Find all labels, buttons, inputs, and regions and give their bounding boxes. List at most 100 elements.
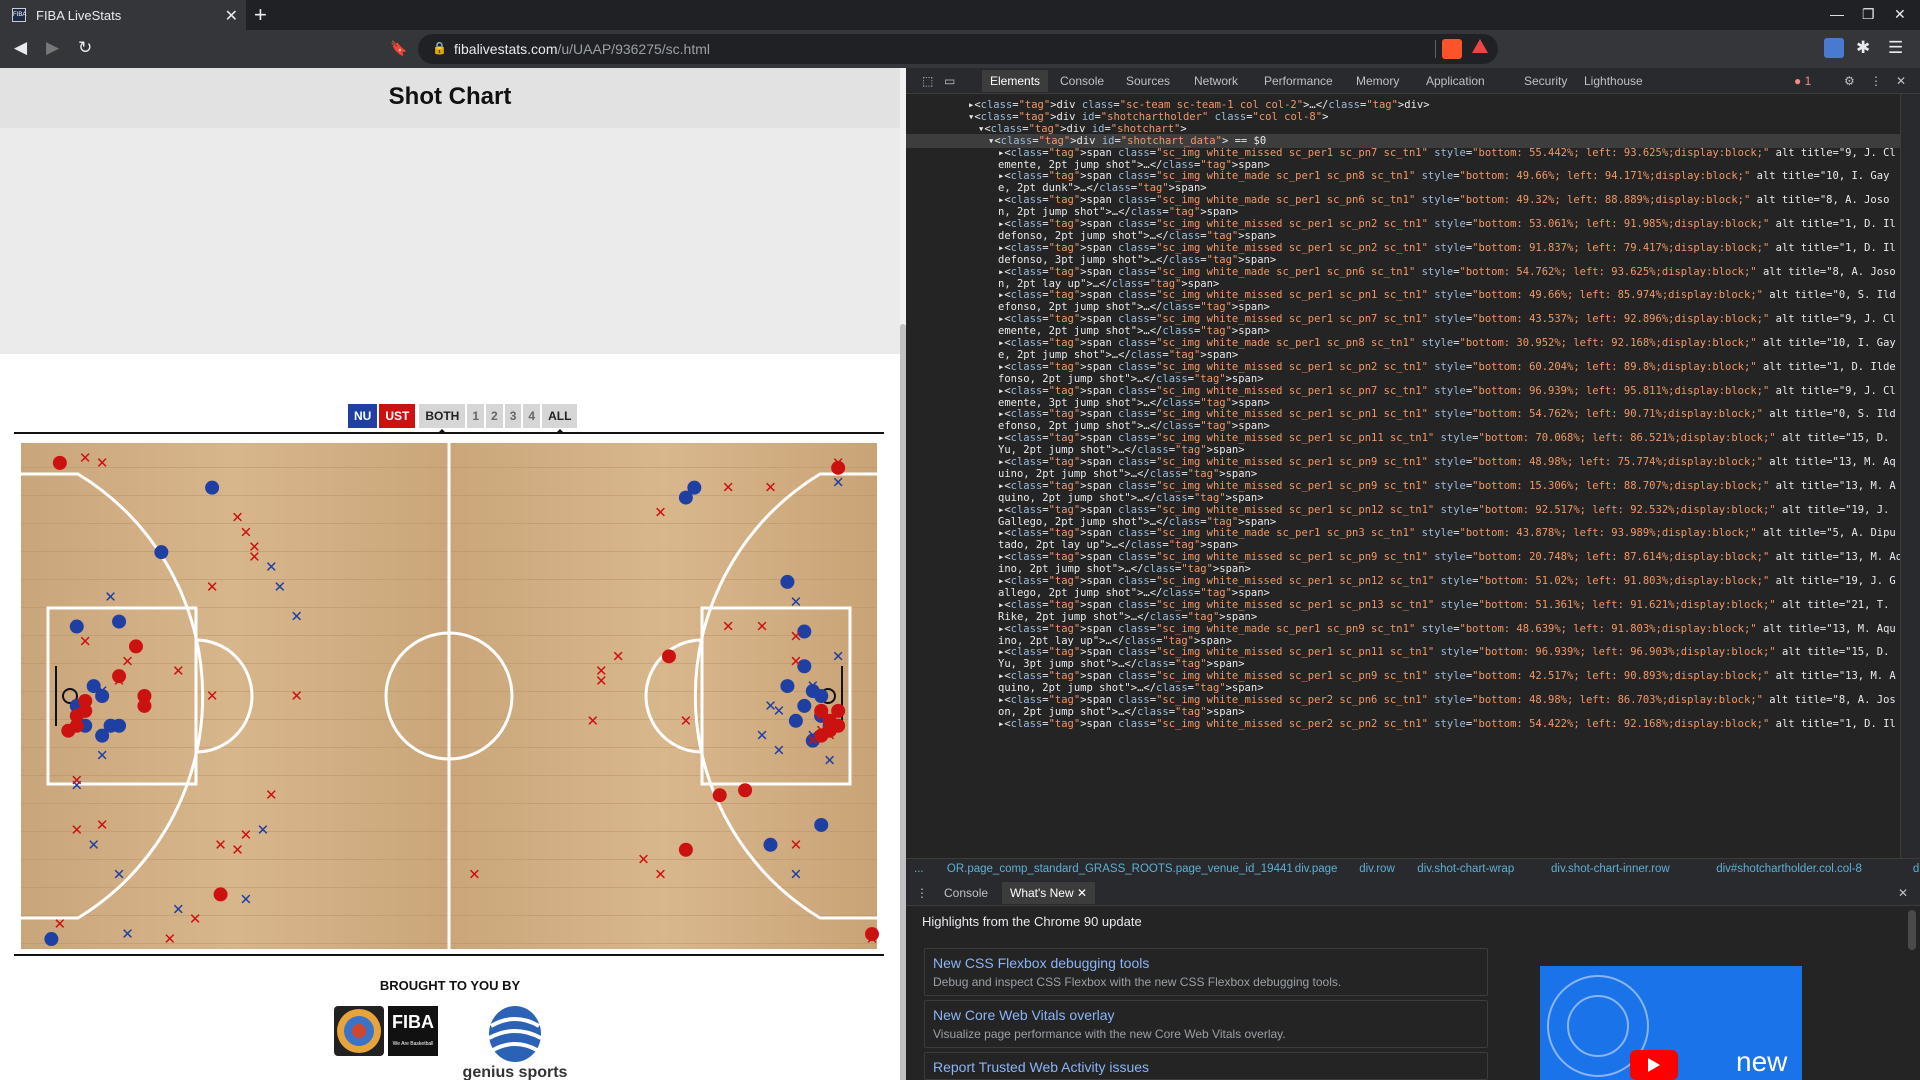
filter-q1[interactable]: 1 (467, 404, 485, 428)
ust-made-shot[interactable] (814, 703, 829, 718)
dom-node-line[interactable]: ▸<class="tag">span class="sc_img white_m… (998, 456, 1896, 468)
dom-node-line[interactable]: ▸<class="tag">span class="sc_img white_m… (998, 313, 1896, 326)
nu-missed-shot[interactable]: ✕ (832, 474, 845, 492)
dom-node-line[interactable]: ▸<class="tag">span class="sc_img white_m… (998, 265, 1896, 278)
nu-missed-shot[interactable]: ✕ (790, 593, 803, 611)
dom-node-line[interactable]: ▸<class="tag">span class="sc_img white_m… (998, 408, 1896, 421)
nu-made-shot[interactable] (780, 574, 795, 589)
dom-node-line[interactable]: Rike, 2pt jump shot">…</class="tag">span… (998, 610, 1258, 623)
ust-missed-shot[interactable]: ✕ (866, 930, 879, 948)
dom-node-line[interactable]: allego, 2pt jump shot">…</class="tag">sp… (998, 586, 1270, 599)
extensions-icon[interactable]: ✱ (1856, 38, 1871, 57)
brave-shield-icon[interactable] (1442, 39, 1462, 59)
dom-node-line[interactable]: ▾<class="tag">div id="shotchartholder" c… (968, 110, 1329, 123)
dom-node-line[interactable]: Gallego, 2pt jump shot">…</class="tag">s… (998, 515, 1277, 528)
minimize-icon[interactable]: — (1830, 6, 1844, 22)
filter-q3[interactable]: 3 (504, 404, 522, 428)
device-toggle-icon[interactable]: ▭ (944, 74, 956, 88)
feature-card[interactable]: New Core Web Vitals overlay Visualize pa… (924, 1000, 1488, 1048)
dom-node-line[interactable]: ▸<class="tag">span class="sc_img white_m… (998, 337, 1896, 349)
feature-card[interactable]: Report Trusted Web Activity issues (924, 1052, 1488, 1080)
dom-node-line[interactable]: ino, 2pt jump shot">…</class="tag">span> (998, 563, 1251, 576)
nu-made-shot[interactable] (797, 624, 812, 639)
reload-icon[interactable]: ↻ (78, 38, 93, 57)
close-devtools-icon[interactable]: ✕ (1896, 74, 1907, 88)
dom-node-line[interactable]: quino, 2pt jump shot">…</class="tag">spa… (998, 491, 1264, 504)
breadcrumb-item[interactable]: div.shot-chart-wrap (1417, 863, 1515, 875)
ust-missed-shot[interactable]: ✕ (654, 503, 667, 521)
nu-made-shot[interactable] (814, 817, 829, 832)
ust-missed-shot[interactable]: ✕ (265, 786, 278, 804)
breadcrumb-item[interactable]: div#shot (1912, 863, 1920, 875)
address-bar[interactable]: 🔒 fibalivestats.com/u/UAAP/936275/sc.htm… (418, 34, 1498, 64)
nu-missed-shot[interactable]: ✕ (290, 608, 303, 626)
breadcrumb-item[interactable]: div.row (1359, 863, 1395, 875)
dom-node-line[interactable]: ▸<class="tag">span class="sc_img white_m… (998, 479, 1896, 492)
ust-missed-shot[interactable]: ✕ (468, 866, 481, 884)
feature-card-title[interactable]: Report Trusted Web Activity issues (933, 1059, 1150, 1075)
nu-made-shot[interactable] (678, 490, 693, 505)
dom-node-line[interactable]: defonso, 3pt jump shot">…</class="tag">s… (998, 253, 1277, 266)
ust-missed-shot[interactable]: ✕ (806, 732, 819, 750)
dom-node-line[interactable]: ▸<class="tag">span class="sc_img white_m… (998, 694, 1896, 706)
more-options-icon[interactable]: ⋮ (1870, 74, 1882, 88)
dom-node-line[interactable]: fonso, 2pt jump shot">…</class="tag">spa… (998, 372, 1264, 385)
dom-node-line[interactable]: ▸<class="tag">div class="sc-team sc-team… (968, 99, 1430, 111)
ust-missed-shot[interactable]: ✕ (240, 523, 253, 541)
ust-missed-shot[interactable]: ✕ (595, 672, 608, 690)
dom-node-line[interactable]: ▸<class="tag">span class="sc_img white_m… (998, 670, 1896, 683)
nu-made-shot[interactable] (763, 837, 778, 852)
nu-missed-shot[interactable]: ✕ (240, 890, 253, 908)
ust-made-shot[interactable] (78, 703, 93, 718)
dom-node-line[interactable]: ▸<class="tag">span class="sc_img white_m… (998, 146, 1896, 159)
ust-missed-shot[interactable]: ✕ (189, 910, 202, 928)
ust-missed-shot[interactable]: ✕ (206, 578, 219, 596)
ust-made-shot[interactable] (865, 927, 879, 942)
feature-card-title[interactable]: New CSS Flexbox debugging tools (933, 955, 1150, 971)
ust-made-shot[interactable] (831, 460, 846, 475)
dom-node-line[interactable]: ▸<class="tag">span class="sc_img white_m… (998, 717, 1896, 730)
ust-made-shot[interactable] (128, 639, 143, 654)
dom-node-line[interactable]: ▸<class="tag">span class="sc_img white_m… (998, 360, 1896, 373)
close-tab-icon[interactable]: ✕ (224, 8, 238, 25)
ust-missed-shot[interactable]: ✕ (231, 508, 244, 526)
nu-missed-shot[interactable]: ✕ (806, 677, 819, 695)
nu-missed-shot[interactable]: ✕ (121, 925, 134, 943)
ust-missed-shot[interactable]: ✕ (722, 479, 735, 497)
tab-console[interactable]: Console (1060, 74, 1105, 88)
dom-node-line[interactable]: uino, 2pt jump shot">…</class="tag">span… (998, 467, 1258, 480)
dom-node-line[interactable]: ▸<class="tag">span class="sc_img white_m… (998, 170, 1890, 183)
ust-missed-shot[interactable]: ✕ (680, 712, 693, 730)
breadcrumb-item[interactable]: OR.page_comp_standard_GRASS_ROOTS.page_v… (946, 863, 1293, 875)
nu-missed-shot[interactable]: ✕ (96, 747, 109, 765)
close-drawer-icon[interactable]: ✕ (1898, 886, 1909, 900)
nu-made-shot[interactable] (814, 689, 829, 703)
ust-missed-shot[interactable]: ✕ (70, 771, 83, 789)
dom-node-line[interactable]: quino, 2pt jump shot">…</class="tag">spa… (998, 682, 1264, 695)
breadcrumb-item[interactable]: div.shot-chart-inner.row (1551, 863, 1670, 875)
settings-gear-icon[interactable]: ⚙ (1844, 74, 1855, 88)
video-thumbnail[interactable]: new (1540, 966, 1802, 1080)
breadcrumb-item[interactable]: div#shotchartholder.col.col-8 (1716, 863, 1862, 875)
nu-missed-shot[interactable]: ✕ (773, 702, 786, 720)
ust-missed-shot[interactable]: ✕ (815, 722, 828, 740)
ust-missed-shot[interactable]: ✕ (79, 632, 92, 650)
forward-icon[interactable]: ▶ (46, 38, 60, 57)
ust-missed-shot[interactable]: ✕ (790, 836, 803, 854)
menu-icon[interactable]: ☰ (1888, 38, 1904, 57)
nu-made-shot[interactable] (69, 619, 84, 634)
ust-made-shot[interactable] (678, 842, 693, 857)
error-badge[interactable]: ● 1 (1794, 74, 1812, 88)
filter-q4[interactable]: 4 (523, 404, 541, 428)
feature-card[interactable]: New CSS Flexbox debugging tools Debug an… (924, 948, 1488, 996)
ust-missed-shot[interactable]: ✕ (164, 930, 177, 948)
ust-missed-shot[interactable]: ✕ (290, 687, 303, 705)
nu-made-shot[interactable] (797, 659, 812, 674)
uaap-logo[interactable] (334, 1006, 384, 1056)
breadcrumb-item[interactable]: div.page (1294, 863, 1338, 875)
ust-missed-shot[interactable]: ✕ (248, 538, 261, 556)
tab-lighthouse[interactable]: Lighthouse (1584, 74, 1643, 88)
ust-missed-shot[interactable]: ✕ (70, 821, 83, 839)
filter-all[interactable]: ALL (542, 404, 578, 434)
ust-missed-shot[interactable]: ✕ (832, 454, 845, 472)
